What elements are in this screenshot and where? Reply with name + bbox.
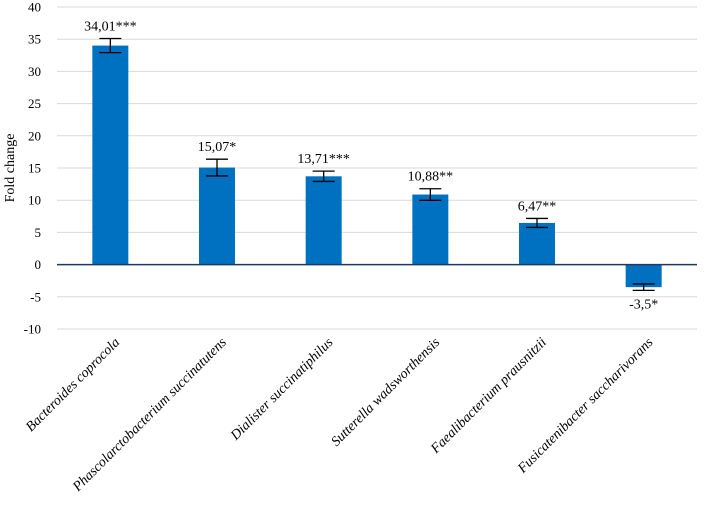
error-bar (632, 283, 655, 292)
y-tick-label: 40 (28, 0, 41, 15)
data-label: 34,01*** (84, 19, 137, 34)
bar (92, 45, 129, 265)
y-tick-label: 10 (28, 193, 41, 208)
y-tick-label: 30 (28, 64, 41, 79)
error-bar (99, 37, 122, 54)
data-label: 6,47** (518, 199, 557, 214)
data-labels: 34,01*** 15,07* 13,71*** 10,88** 6,47** -3,5* (84, 19, 658, 312)
data-label: 15,07* (198, 140, 237, 155)
error-bar (206, 158, 228, 177)
y-axis-title: Fold change (3, 134, 18, 203)
y-tick-label: 0 (35, 257, 42, 272)
y-tick-label: 20 (28, 128, 41, 143)
category-label: Dialister succinatiphilus (228, 335, 337, 444)
bar (625, 264, 662, 288)
y-tick-label: 15 (28, 161, 41, 176)
bars (92, 45, 662, 288)
data-label: 13,71*** (297, 152, 350, 167)
category-label: Sutterella wadsworthensis (329, 335, 444, 450)
bar (412, 194, 449, 265)
bar (199, 167, 235, 265)
y-axis-ticks: -10 -5 0 5 10 15 20 25 30 35 40 (24, 0, 41, 337)
y-tick-label: 25 (28, 96, 41, 111)
data-label: 10,88** (408, 170, 454, 185)
gridlines (57, 6, 697, 330)
bar (519, 222, 555, 265)
error-bars (99, 37, 655, 292)
y-tick-label: -10 (24, 322, 41, 337)
category-labels: Bacteroides coprocolaPhascolarctobacteri… (23, 335, 657, 496)
y-tick-label: 5 (35, 225, 42, 240)
error-bar (526, 217, 548, 229)
y-tick-label: 35 (28, 32, 41, 47)
category-label: Bacteroides coprocola (23, 335, 123, 435)
error-bar (312, 170, 335, 183)
bar (305, 176, 342, 265)
error-bar (419, 188, 442, 201)
category-label: Faealibacterium prausnitzii (428, 335, 550, 457)
data-label: -3,5* (629, 297, 658, 312)
y-tick-label: -5 (30, 289, 41, 304)
